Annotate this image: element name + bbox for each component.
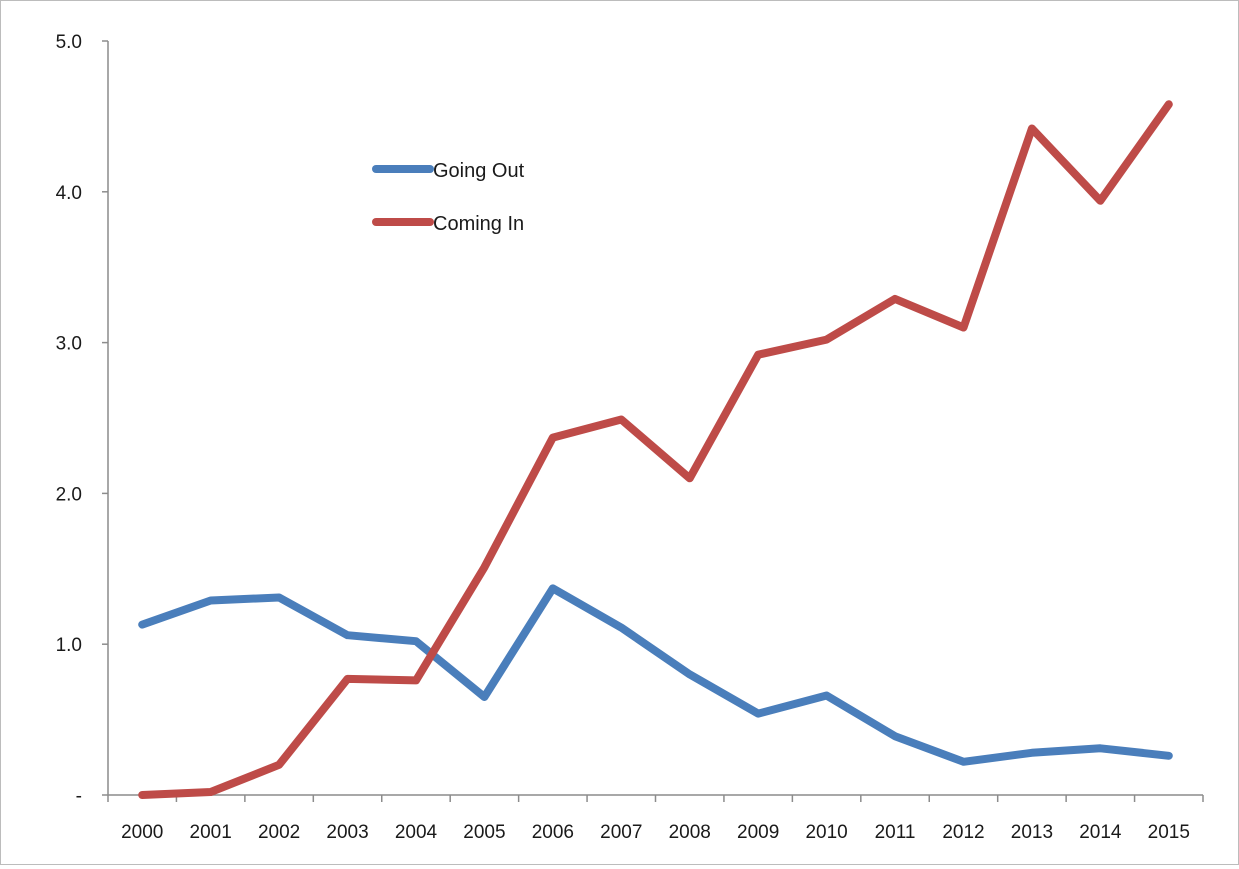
x-tick-label: 2011 bbox=[875, 822, 916, 843]
x-tick-label: 2007 bbox=[600, 822, 642, 843]
x-tick-label: 2005 bbox=[463, 822, 505, 843]
axes bbox=[107, 41, 1203, 796]
x-tick-label: 2010 bbox=[805, 822, 847, 843]
x-tick-label: 2013 bbox=[1011, 822, 1053, 843]
x-tick-label: 2014 bbox=[1079, 822, 1122, 843]
series-lines bbox=[138, 100, 1173, 799]
x-tick-label: 2003 bbox=[326, 822, 368, 843]
x-tick-label: 2002 bbox=[258, 822, 300, 843]
y-tick-label: - bbox=[76, 786, 82, 807]
x-tick-label: 2015 bbox=[1148, 822, 1190, 843]
x-tick-label: 2008 bbox=[669, 822, 711, 843]
x-tick-label: 2004 bbox=[395, 822, 438, 843]
y-tick-label: 2.0 bbox=[56, 484, 82, 505]
x-tick-label: 2012 bbox=[942, 822, 984, 843]
x-tick-label: 2000 bbox=[121, 822, 163, 843]
legend-label: Coming In bbox=[433, 213, 524, 235]
series-line-coming-in bbox=[138, 100, 1173, 799]
legend-label: Going Out bbox=[433, 160, 525, 182]
y-tick-label: 4.0 bbox=[56, 183, 82, 204]
y-tick-label: 1.0 bbox=[56, 635, 82, 656]
y-tick-label: 3.0 bbox=[56, 334, 82, 355]
y-axis-ticks: - 1.0 2.0 3.0 4.0 5.0 bbox=[56, 32, 108, 807]
y-tick-label: 5.0 bbox=[56, 32, 82, 53]
x-tick-label: 2009 bbox=[737, 822, 779, 843]
x-axis-ticks: 2000 2001 2002 2003 2004 2005 2006 2007 2008 2009… bbox=[107, 795, 1204, 843]
legend: Going Out Coming In bbox=[372, 160, 525, 235]
x-tick-label: 2001 bbox=[190, 822, 232, 843]
x-tick-label: 2006 bbox=[532, 822, 574, 843]
series-line-going-out bbox=[138, 584, 1173, 766]
